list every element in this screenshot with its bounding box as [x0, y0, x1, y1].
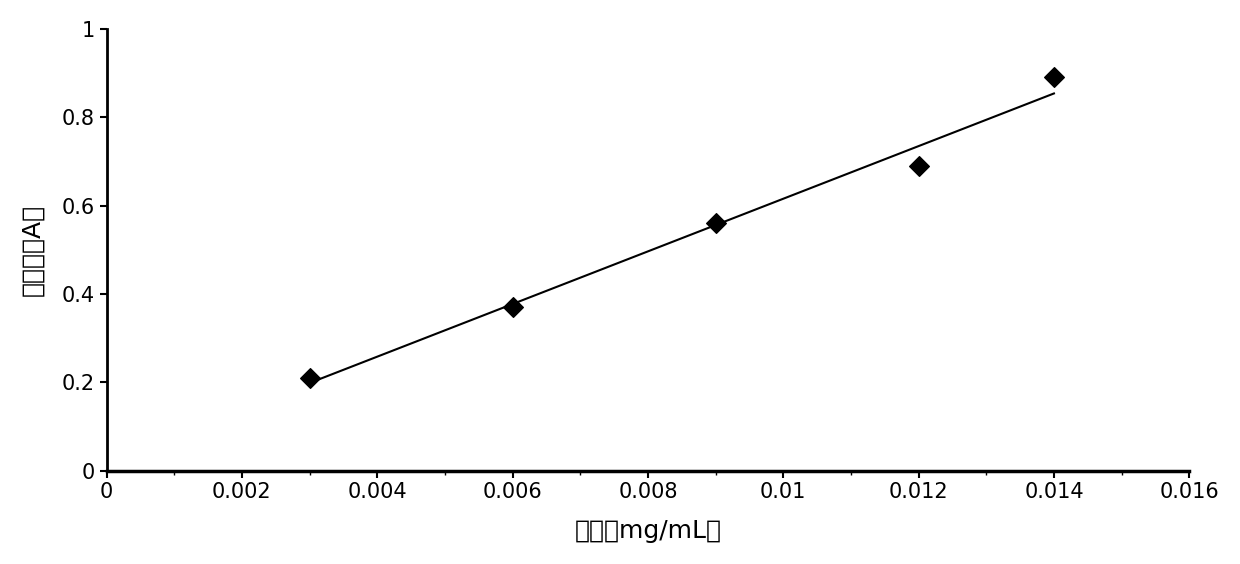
Y-axis label: 吸光度（A）: 吸光度（A） — [21, 204, 45, 296]
Point — [300, 373, 320, 382]
Point — [502, 303, 522, 312]
Point — [909, 161, 929, 170]
Point — [706, 219, 725, 228]
Point — [1044, 73, 1064, 82]
X-axis label: 浓度（mg/mL）: 浓度（mg/mL） — [574, 519, 722, 543]
